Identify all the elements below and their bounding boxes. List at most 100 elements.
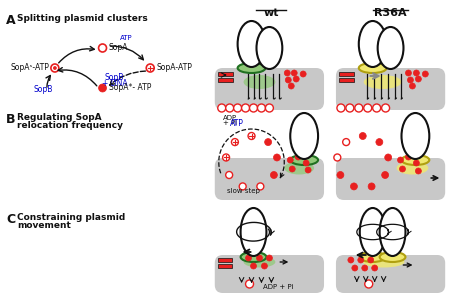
Text: + DNA: + DNA <box>101 79 128 88</box>
Circle shape <box>413 70 419 76</box>
Circle shape <box>343 138 350 145</box>
Circle shape <box>352 265 358 271</box>
Circle shape <box>382 171 389 178</box>
Circle shape <box>99 44 107 52</box>
Circle shape <box>400 166 405 172</box>
Circle shape <box>334 154 341 161</box>
Text: ADP + Pi: ADP + Pi <box>264 284 294 290</box>
Text: slow step: slow step <box>227 188 260 194</box>
Ellipse shape <box>360 208 386 256</box>
Circle shape <box>287 157 293 163</box>
Circle shape <box>376 138 383 145</box>
Circle shape <box>368 183 375 190</box>
Circle shape <box>364 104 372 112</box>
Circle shape <box>372 265 378 271</box>
Circle shape <box>398 157 403 163</box>
Bar <box>218 72 233 75</box>
Circle shape <box>246 280 254 288</box>
Circle shape <box>234 104 242 112</box>
Circle shape <box>239 183 246 190</box>
Bar <box>218 78 233 82</box>
Circle shape <box>358 257 364 263</box>
Text: wt: wt <box>264 8 279 18</box>
Circle shape <box>54 66 56 69</box>
Circle shape <box>242 104 249 112</box>
Circle shape <box>303 160 309 166</box>
Circle shape <box>257 104 265 112</box>
Circle shape <box>305 167 311 173</box>
Bar <box>218 264 232 268</box>
Circle shape <box>405 154 411 160</box>
Text: C: C <box>6 213 15 226</box>
Ellipse shape <box>364 75 401 89</box>
Circle shape <box>365 280 373 288</box>
Circle shape <box>289 166 295 172</box>
Circle shape <box>291 70 297 76</box>
Circle shape <box>256 255 263 261</box>
FancyBboxPatch shape <box>336 68 445 110</box>
Circle shape <box>355 104 363 112</box>
Circle shape <box>146 64 154 72</box>
Text: ATP: ATP <box>230 119 244 128</box>
Ellipse shape <box>241 208 266 256</box>
FancyBboxPatch shape <box>336 255 445 293</box>
Circle shape <box>266 255 273 261</box>
Ellipse shape <box>241 252 266 262</box>
Text: SopA-ATP: SopA-ATP <box>156 64 192 72</box>
Circle shape <box>415 168 421 174</box>
Text: ATP: ATP <box>120 35 133 41</box>
Ellipse shape <box>397 161 428 175</box>
Circle shape <box>346 104 354 112</box>
Text: SopAˢ-ATP: SopAˢ-ATP <box>10 64 49 72</box>
Circle shape <box>246 255 252 261</box>
Circle shape <box>422 71 428 77</box>
Text: A: A <box>6 14 16 27</box>
Circle shape <box>257 183 264 190</box>
Circle shape <box>288 83 294 89</box>
FancyBboxPatch shape <box>215 158 324 200</box>
Circle shape <box>350 183 357 190</box>
Ellipse shape <box>401 155 429 165</box>
Ellipse shape <box>256 27 283 69</box>
Circle shape <box>223 154 229 161</box>
Circle shape <box>265 104 273 112</box>
FancyBboxPatch shape <box>336 158 445 200</box>
Circle shape <box>270 171 277 178</box>
Circle shape <box>284 70 290 76</box>
Circle shape <box>248 132 255 139</box>
Circle shape <box>249 104 257 112</box>
Bar <box>339 72 354 75</box>
FancyBboxPatch shape <box>215 68 324 110</box>
Circle shape <box>337 104 345 112</box>
Circle shape <box>359 132 366 139</box>
Ellipse shape <box>284 161 314 175</box>
Text: SopB: SopB <box>105 74 124 82</box>
Circle shape <box>264 138 272 145</box>
Bar <box>339 78 354 82</box>
Circle shape <box>293 76 299 82</box>
Circle shape <box>285 77 291 83</box>
Circle shape <box>415 76 421 82</box>
Text: SopA: SopA <box>109 44 128 52</box>
Circle shape <box>300 71 306 77</box>
Ellipse shape <box>244 75 275 89</box>
Circle shape <box>382 104 390 112</box>
Ellipse shape <box>359 63 387 73</box>
Circle shape <box>362 265 368 271</box>
Circle shape <box>226 104 234 112</box>
Ellipse shape <box>290 155 318 165</box>
Text: movement: movement <box>17 221 71 230</box>
Text: SopA*- ATP: SopA*- ATP <box>109 84 151 92</box>
Text: SopB: SopB <box>33 85 53 95</box>
Text: ADP: ADP <box>223 115 237 121</box>
Circle shape <box>295 154 301 160</box>
Ellipse shape <box>401 113 429 159</box>
Circle shape <box>251 263 256 269</box>
Circle shape <box>413 160 419 166</box>
Ellipse shape <box>363 257 404 268</box>
Circle shape <box>99 84 107 92</box>
Circle shape <box>231 138 238 145</box>
Bar <box>218 258 232 261</box>
Circle shape <box>408 77 413 83</box>
Circle shape <box>218 104 226 112</box>
